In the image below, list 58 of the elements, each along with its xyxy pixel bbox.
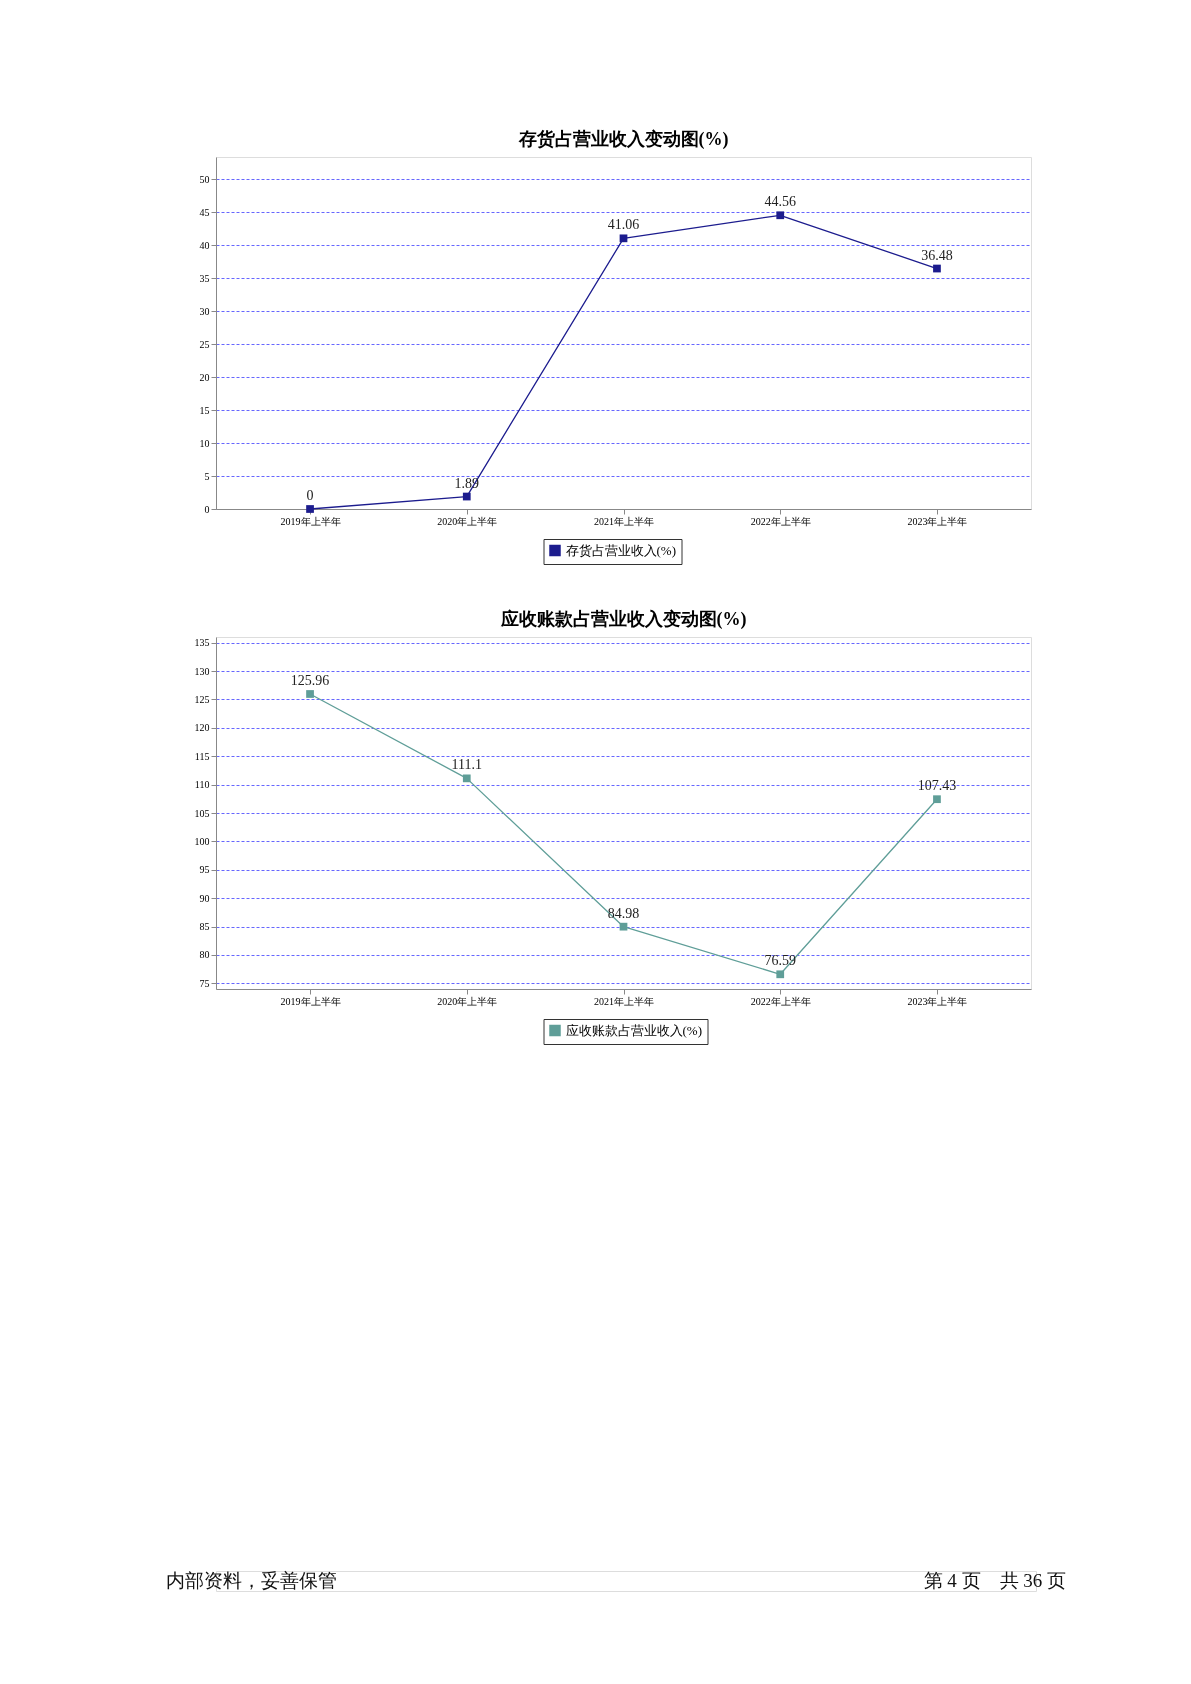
data-label: 125.96 — [290, 673, 330, 688]
legend-label: 应收账款占营业收入(%) — [565, 1022, 702, 1038]
data-label: 111.1 — [451, 757, 482, 773]
y-tick-label: 75 — [199, 977, 210, 989]
y-tick-label: 15 — [199, 404, 210, 416]
y-tick-label: 100 — [194, 835, 210, 847]
y-tick-label: 30 — [199, 305, 210, 317]
point — [933, 264, 941, 273]
point — [619, 922, 628, 931]
data-label: 41.06 — [607, 217, 640, 233]
point — [619, 234, 628, 243]
point — [933, 795, 941, 804]
data-label: 0 — [306, 488, 314, 503]
y-tick-label: 5 — [204, 470, 210, 482]
y-tick-label: 105 — [194, 807, 210, 819]
x-tick-label: 2023年上半年 — [907, 995, 968, 1007]
x-tick-label: 2022年上半年 — [750, 515, 811, 527]
x-tick-label: 2022年上半年 — [750, 995, 811, 1007]
y-tick-label: 120 — [194, 722, 210, 734]
text: 内部资料，妥善保管 — [166, 1570, 337, 1591]
y-tick-label: 50 — [199, 173, 210, 185]
x-tick-label: 2020年上半年 — [437, 995, 498, 1007]
y-tick-label: 80 — [199, 949, 210, 961]
data-label: 84.98 — [607, 905, 640, 921]
data-label: 36.48 — [921, 247, 953, 263]
x-tick-label: 2020年上半年 — [437, 515, 498, 527]
x-tick-label: 2021年上半年 — [594, 995, 654, 1007]
chart-title: 存货占营业收入变动图(%) — [517, 129, 729, 150]
text: 第 4 页 共 36 页 — [923, 1570, 1066, 1591]
y-tick-label: 95 — [199, 864, 210, 876]
y-tick-label: 0 — [204, 503, 210, 515]
y-tick-label: 115 — [194, 750, 210, 762]
chart-title: 应收账款占营业收入变动图(%) — [499, 609, 747, 630]
y-tick-label: 20 — [199, 371, 210, 383]
y-tick-label: 130 — [194, 665, 210, 677]
y-tick-label: 40 — [199, 239, 210, 251]
point — [462, 492, 471, 501]
data-label: 107.43 — [917, 778, 957, 794]
y-tick-label: 90 — [199, 892, 210, 904]
y-tick-label: 35 — [199, 272, 210, 284]
data-label: 44.56 — [764, 194, 796, 210]
point — [306, 690, 314, 698]
point — [776, 211, 785, 220]
y-tick-label: 10 — [199, 437, 210, 449]
point — [776, 970, 785, 979]
y-tick-label: 110 — [194, 779, 210, 791]
x-tick-label: 2019年上半年 — [280, 995, 341, 1007]
legend-label: 存货占营业收入(%) — [565, 542, 676, 558]
point — [306, 505, 314, 513]
x-tick-label: 2019年上半年 — [280, 515, 341, 527]
y-tick-label: 85 — [199, 921, 210, 933]
y-tick-label: 25 — [199, 338, 210, 350]
y-tick-label: 125 — [194, 693, 210, 705]
x-tick-label: 2021年上半年 — [594, 515, 654, 527]
y-tick-label: 45 — [199, 206, 210, 218]
x-tick-label: 2023年上半年 — [907, 515, 968, 527]
point — [462, 774, 471, 783]
y-tick-label: 135 — [194, 637, 210, 649]
